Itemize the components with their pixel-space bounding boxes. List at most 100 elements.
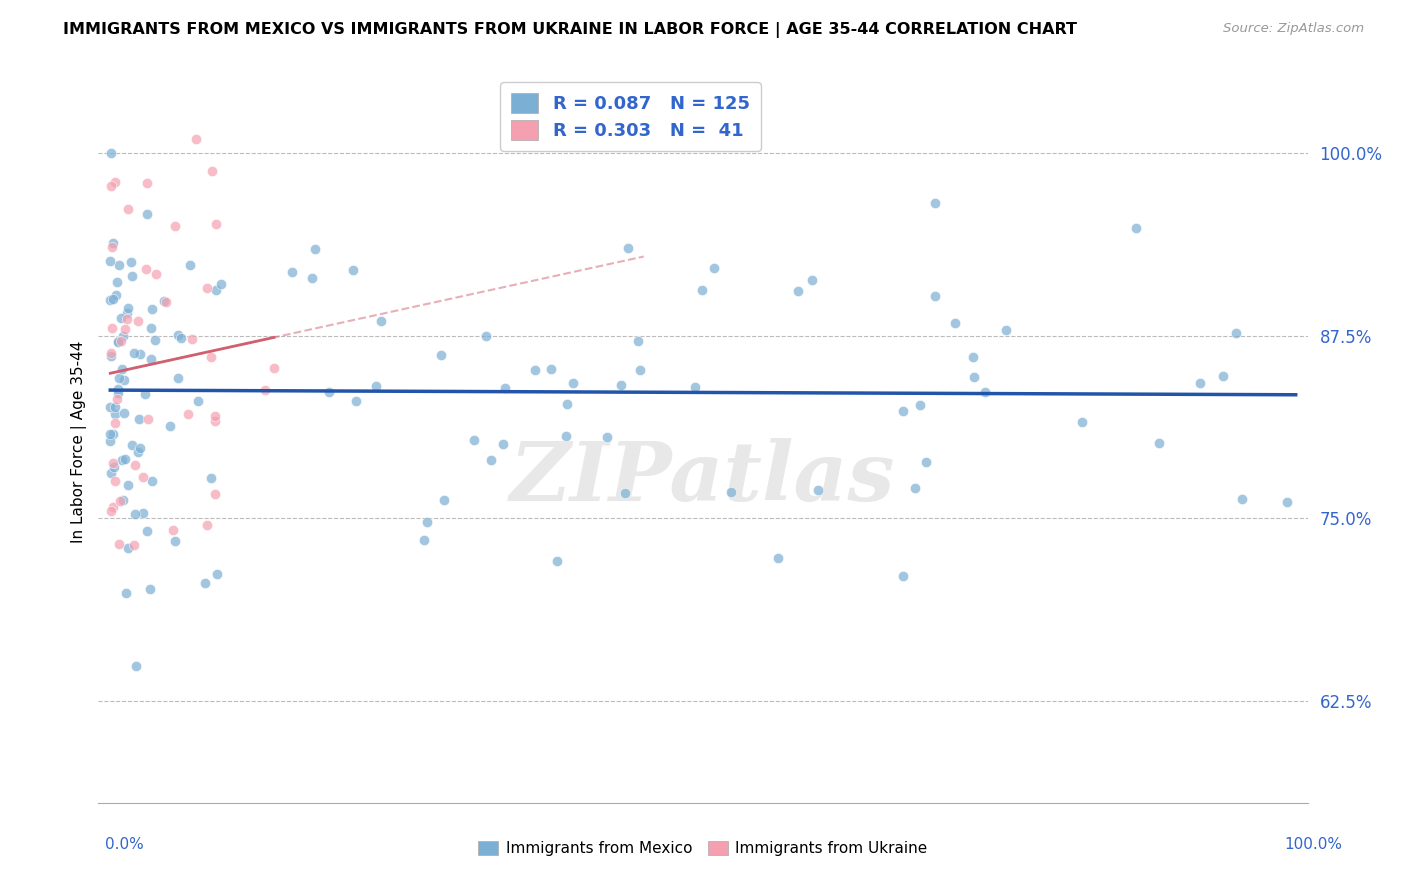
Point <box>166 328 188 343</box>
Point <box>364 378 387 392</box>
Point <box>433 492 456 507</box>
Point <box>104 407 127 421</box>
Point <box>301 271 323 285</box>
Point <box>546 554 568 568</box>
Point <box>187 394 209 409</box>
Point <box>344 393 367 408</box>
Point <box>101 500 124 515</box>
Point <box>683 380 706 394</box>
Point <box>107 334 129 349</box>
Point <box>104 288 127 302</box>
Point <box>179 258 201 272</box>
Point <box>430 348 453 362</box>
Point <box>891 404 914 418</box>
Point <box>555 429 578 443</box>
Point <box>143 333 166 347</box>
Point <box>138 582 160 596</box>
Point <box>304 242 326 256</box>
Point <box>129 441 152 455</box>
Point <box>204 409 226 423</box>
Point <box>112 329 135 343</box>
Point <box>540 362 562 376</box>
Point <box>463 434 485 448</box>
Point <box>100 504 122 518</box>
Point <box>720 484 742 499</box>
Point <box>134 386 156 401</box>
Point <box>908 399 931 413</box>
Point <box>962 350 984 364</box>
Point <box>596 430 619 444</box>
Point <box>176 407 198 421</box>
Point <box>963 369 986 384</box>
Point <box>105 392 128 406</box>
Point <box>104 400 127 414</box>
Point <box>107 536 129 550</box>
Point <box>165 219 187 233</box>
Point <box>103 459 125 474</box>
Point <box>628 363 651 377</box>
Point <box>1212 369 1234 384</box>
Point <box>943 316 966 330</box>
Point <box>342 263 364 277</box>
Point <box>1225 326 1247 340</box>
Point <box>263 361 285 376</box>
Point <box>162 523 184 537</box>
Point <box>100 400 122 414</box>
Point <box>100 146 122 161</box>
Point <box>141 302 163 317</box>
Text: Source: ZipAtlas.com: Source: ZipAtlas.com <box>1223 22 1364 36</box>
Point <box>1230 491 1253 506</box>
Point <box>766 550 789 565</box>
Point <box>107 382 129 396</box>
Point <box>127 444 149 458</box>
Point <box>110 334 132 348</box>
Point <box>139 321 162 335</box>
Point <box>204 283 226 297</box>
Point <box>121 437 143 451</box>
Point <box>104 416 127 430</box>
Point <box>195 281 218 295</box>
Point <box>110 311 132 326</box>
Point <box>787 285 810 299</box>
Point <box>180 332 202 346</box>
Point <box>104 474 127 488</box>
Point <box>475 328 498 343</box>
Point <box>204 414 226 428</box>
Point <box>914 454 936 468</box>
Point <box>204 487 226 501</box>
Point <box>128 412 150 426</box>
Point <box>114 451 136 466</box>
Point <box>107 386 129 401</box>
Point <box>101 240 124 254</box>
Point <box>617 241 640 255</box>
Point <box>135 207 157 221</box>
Point <box>117 541 139 556</box>
Point <box>995 323 1018 337</box>
Point <box>139 352 162 367</box>
Point <box>200 470 222 484</box>
Point <box>124 507 146 521</box>
Point <box>614 486 637 500</box>
Text: 100.0%: 100.0% <box>1285 837 1343 852</box>
Point <box>111 492 134 507</box>
Point <box>103 293 125 307</box>
Point <box>281 265 304 279</box>
Point <box>205 217 228 231</box>
Point <box>124 458 146 472</box>
Point <box>117 301 139 316</box>
Point <box>111 453 134 467</box>
Point <box>253 384 276 398</box>
Point <box>163 534 186 549</box>
Legend: Immigrants from Mexico, Immigrants from Ukraine: Immigrants from Mexico, Immigrants from … <box>472 835 934 862</box>
Point <box>120 255 142 269</box>
Point <box>141 474 163 488</box>
Point <box>201 164 224 178</box>
Point <box>100 346 122 360</box>
Point <box>1149 435 1171 450</box>
Point <box>555 397 578 411</box>
Point <box>924 195 946 210</box>
Point <box>974 384 997 399</box>
Point <box>100 179 122 194</box>
Point <box>117 312 139 326</box>
Point <box>318 384 340 399</box>
